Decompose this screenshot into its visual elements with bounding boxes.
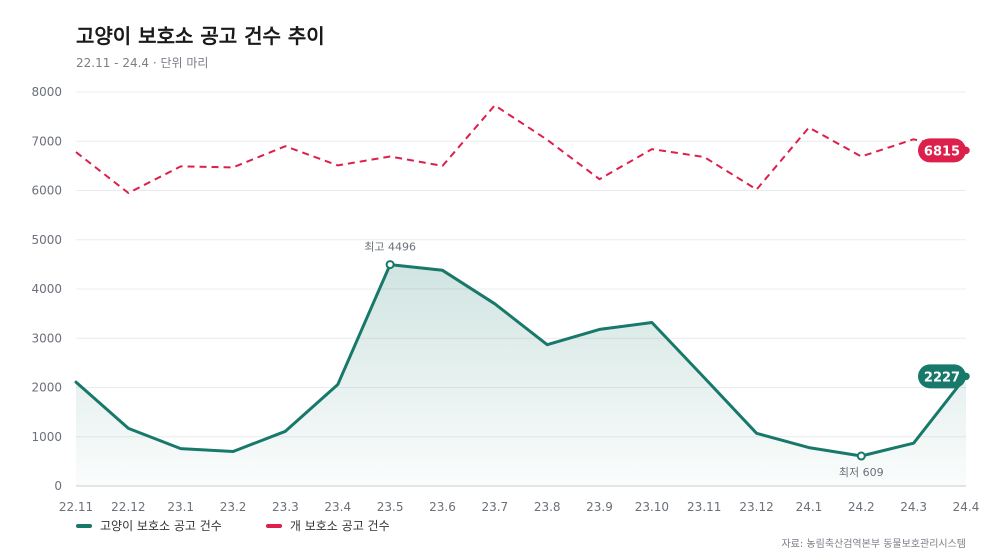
y-tick-label: 1000 — [31, 430, 62, 444]
y-tick-label: 4000 — [31, 282, 62, 296]
end-label-pill — [918, 138, 966, 163]
annotation-point — [385, 260, 395, 270]
end-label-pill — [918, 364, 966, 389]
x-tick-label: 22.11 — [59, 500, 93, 514]
y-tick-label: 7000 — [31, 134, 62, 148]
x-tick-label: 24.3 — [900, 500, 927, 514]
chart-subtitle: 22.11 - 24.4 · 단위 마리 — [76, 56, 209, 70]
x-tick-label: 24.2 — [848, 500, 875, 514]
x-tick-label: 22.12 — [111, 500, 145, 514]
end-value-label: 2227 — [924, 370, 960, 385]
x-tick-label: 24.1 — [796, 500, 823, 514]
x-tick-label: 23.10 — [635, 500, 669, 514]
legend-swatch-dog — [265, 523, 282, 528]
y-tick-label: 8000 — [31, 85, 62, 99]
x-tick-label: 23.11 — [687, 500, 721, 514]
x-tick-label: 23.5 — [377, 500, 404, 514]
x-tick-label: 23.8 — [534, 500, 561, 514]
end-value-label: 6815 — [924, 144, 960, 159]
area-cat — [76, 264, 966, 486]
y-tick-label: 5000 — [31, 233, 62, 247]
legend-swatch-cat — [76, 523, 92, 528]
annotation-label: 최고 4496 — [364, 241, 416, 254]
series-line-dog — [75, 104, 967, 194]
x-tick-label: 23.2 — [220, 500, 247, 514]
series-line-cat — [74, 263, 968, 458]
annotation-label: 최저 609 — [839, 466, 884, 479]
chart-title: 고양이 보호소 공고 건수 추이 — [76, 24, 325, 48]
legend-label-dog: 개 보호소 공고 건수 — [289, 519, 390, 533]
x-tick-label: 23.6 — [429, 500, 456, 514]
y-tick-label: 6000 — [31, 184, 62, 198]
source-note: 자료: 농림축산검역본부 동물보호관리시스템 — [781, 539, 966, 550]
x-tick-label: 24.4 — [953, 500, 980, 514]
x-tick-label: 23.7 — [481, 500, 508, 514]
y-tick-label: 2000 — [31, 381, 62, 395]
x-tick-label: 23.1 — [167, 500, 194, 514]
legend-label-cat: 고양이 보호소 공고 건수 — [100, 519, 222, 533]
y-tick-label: 0 — [54, 479, 62, 493]
legend-item-dog: 개 보호소 공고 건수 — [265, 517, 390, 534]
x-tick-label: 23.12 — [739, 500, 773, 514]
x-tick-label: 23.3 — [272, 500, 299, 514]
annotation-point — [856, 451, 866, 461]
legend-item-cat: 고양이 보호소 공고 건수 — [76, 517, 222, 534]
y-tick-label: 3000 — [31, 331, 62, 345]
x-tick-label: 23.9 — [586, 500, 613, 514]
x-tick-label: 23.4 — [324, 500, 351, 514]
legend: 고양이 보호소 공고 건수 개 보호소 공고 건수 — [76, 517, 390, 534]
